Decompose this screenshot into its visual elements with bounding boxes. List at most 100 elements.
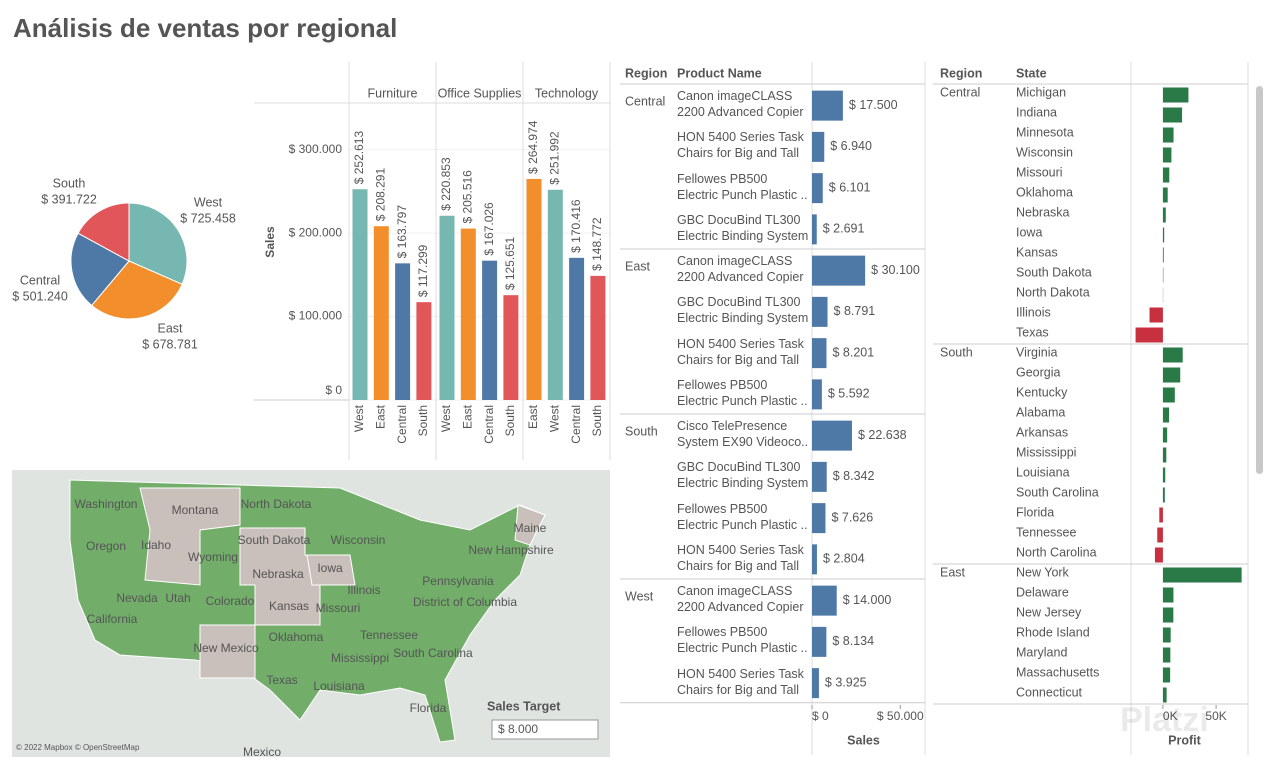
state-gray [139, 487, 241, 586]
state-label: Oklahoma [1016, 185, 1073, 199]
region-label: East [625, 259, 651, 273]
region-label: South [940, 345, 973, 359]
column-header: Region [940, 66, 982, 80]
state-map-label: Illinois [347, 583, 380, 597]
bar-value-label: $ 6.940 [830, 139, 872, 153]
product-name: Fellowes PB500 Electric Punch Plastic .. [677, 377, 808, 408]
bar-value-label: $ 220.853 [439, 157, 453, 211]
bar [1154, 547, 1163, 563]
product-name: HON 5400 Series Task Chairs for Big and … [677, 666, 804, 697]
state-label: Minnesota [1016, 125, 1074, 139]
region-label: East [940, 565, 966, 579]
scrollbar-thumb [1256, 86, 1263, 474]
dashboard-title: Análisis de ventas por regional [13, 13, 397, 43]
product-name: HON 5400 Series Task Chairs for Big and … [677, 336, 804, 367]
bar [1162, 447, 1167, 463]
state-map-label: South Dakota [238, 533, 311, 547]
panel-header: Technology [535, 86, 599, 100]
state-map-label: Louisiana [313, 679, 365, 693]
state-label: New Jersey [1016, 605, 1082, 619]
sales-target-label: Sales Target [487, 699, 561, 713]
bar [812, 503, 826, 534]
state-label: New York [1016, 565, 1070, 579]
region-label: West [625, 589, 654, 603]
bar [1135, 327, 1163, 343]
bar-value-label: $ 205.516 [460, 170, 474, 224]
state-map-label: Utah [165, 591, 190, 605]
bar [547, 189, 563, 400]
state-map-label: Maine [514, 521, 547, 535]
state-map-label: District of Columbia [413, 595, 517, 609]
bar [812, 420, 852, 451]
bar [1162, 347, 1183, 363]
bar-value-label: $ 8.791 [834, 304, 876, 318]
state-label: Texas [1016, 325, 1049, 339]
state-label: Massachusetts [1016, 665, 1099, 679]
sales-target-value: $ 8.000 [498, 722, 538, 736]
bar-value-label: $ 22.638 [858, 428, 907, 442]
x-tick-label: South [416, 405, 430, 436]
sales-target-input[interactable] [491, 719, 599, 740]
state-label: Kentucky [1016, 385, 1068, 399]
state-label: Tennessee [1016, 525, 1077, 539]
state-gray [239, 527, 321, 626]
bar-value-label: $ 251.992 [547, 131, 561, 185]
product-name: Canon imageCLASS 2200 Advanced Copier [677, 254, 804, 284]
column-header: Product Name [677, 66, 762, 80]
pie-value-label: $ 678.781 [142, 337, 198, 351]
pie-value-label: $ 391.722 [41, 192, 97, 206]
bar-value-label: $ 2.691 [823, 222, 865, 236]
x-axis-label: Profit [1168, 733, 1201, 747]
state-label: Connecticut [1016, 685, 1083, 699]
bar [1162, 567, 1242, 583]
bar-value-label: $ 7.626 [831, 510, 873, 524]
y-tick-label: $ 100.000 [289, 309, 343, 323]
product-name: Canon imageCLASS 2200 Advanced Copier [677, 89, 804, 119]
bar [812, 131, 825, 162]
bar-value-label: $ 5.592 [828, 387, 870, 401]
bar [1162, 127, 1174, 143]
state-map-label: Pennsylvania [422, 574, 494, 588]
pie-slice [128, 202, 188, 285]
pie-value-label: $ 725.458 [180, 211, 236, 225]
state-map-label: Oregon [86, 539, 126, 553]
state-map-label: Iowa [317, 561, 343, 575]
region-label: South [625, 424, 658, 438]
state-map-label: Nebraska [252, 567, 304, 581]
panel-header: Office Supplies [438, 86, 522, 100]
x-tick-label: Central [569, 405, 583, 444]
panel-header: Furniture [367, 86, 417, 100]
bar [1162, 247, 1164, 263]
state-label: Wisconsin [1016, 145, 1073, 159]
bar-value-label: $ 6.101 [829, 180, 871, 194]
bar [1162, 147, 1172, 163]
state-map-label: Texas [266, 673, 297, 687]
x-tick-label: 50K [1205, 709, 1226, 723]
bar [569, 257, 585, 400]
state-label: Illinois [1016, 305, 1051, 319]
x-tick-label: East [373, 404, 387, 429]
state-label: Indiana [1016, 105, 1057, 119]
state-label: Arkansas [1016, 425, 1068, 439]
bar [1159, 507, 1163, 523]
bar [590, 275, 606, 400]
state-map-label: New Hampshire [468, 543, 554, 557]
bar [812, 585, 837, 616]
x-tick-label: West [352, 404, 366, 432]
bar-value-label: $ 14.000 [843, 593, 892, 607]
y-tick-label: $ 0 [325, 383, 342, 397]
state-map-label: Wyoming [188, 550, 238, 564]
x-tick-label: $ 0 [812, 709, 829, 723]
bar-value-label: $ 8.201 [832, 345, 874, 359]
state-label: North Dakota [1016, 285, 1090, 299]
bar-value-label: $ 148.772 [590, 217, 604, 271]
bar [1162, 87, 1189, 103]
pie-label: South [53, 176, 86, 190]
y-axis-label: Sales [263, 226, 277, 258]
bar-value-label: $ 8.342 [833, 469, 875, 483]
bar [1162, 667, 1171, 683]
product-name: GBC DocuBind TL300 Electric Binding Syst… [677, 460, 809, 491]
state-map-label: New Mexico [193, 641, 259, 655]
